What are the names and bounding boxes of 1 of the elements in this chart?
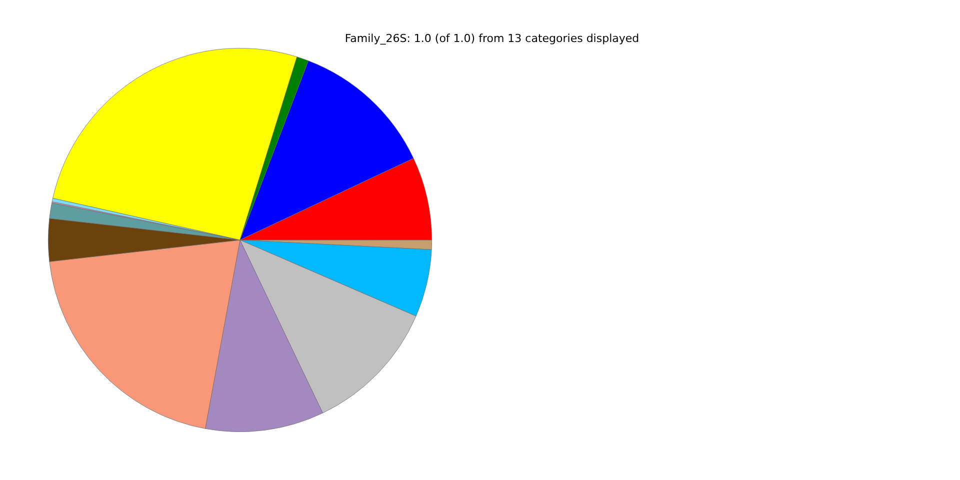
text: Family_26S: 1.0 (of 1.0) from 13 categories displayed: [344, 32, 640, 46]
